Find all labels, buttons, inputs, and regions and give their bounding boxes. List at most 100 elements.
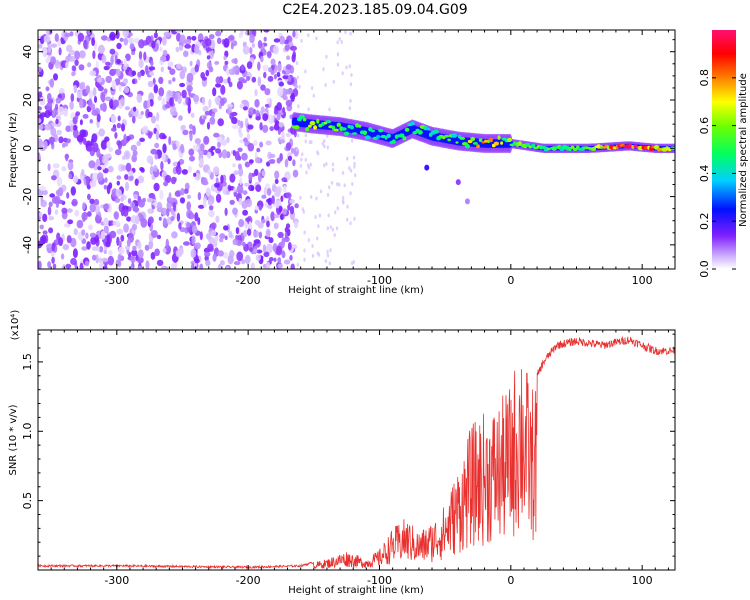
spectrogram-speck: [326, 226, 329, 231]
spectrogram-noise-cell: [197, 217, 201, 226]
spectrogram-noise-cell: [284, 158, 289, 168]
spectrogram-noise-cell: [263, 30, 270, 33]
spectrogram-noise-cell: [290, 45, 297, 51]
spectrogram-noise-cell: [85, 232, 89, 239]
spectrogram-noise-cell: [154, 142, 160, 149]
spectrogram-noise-cell: [89, 203, 96, 213]
spectrogram-noise-cell: [226, 136, 230, 144]
spectrogram-noise-cell: [291, 53, 296, 63]
colorbar-gradient: [712, 30, 736, 269]
spectrogram-ridge-core: [465, 143, 470, 149]
spectrogram-noise-cell: [205, 38, 212, 47]
y-tick-label: 1.5: [21, 353, 34, 371]
spectrogram-noise-cell: [287, 242, 292, 251]
spectrogram-noise-cell: [277, 231, 284, 239]
spectrogram-noise-cell: [138, 39, 145, 49]
spectrogram-speck: [343, 183, 346, 188]
spectrogram-speck: [352, 260, 355, 264]
spectrogram-frame: [37, 29, 676, 270]
colorbar-tick-label: 0.8: [698, 69, 711, 87]
spectrogram-speck: [331, 162, 335, 167]
spectrogram-ridge-core: [443, 134, 450, 138]
spectrogram-noise-cell: [69, 101, 74, 110]
spectrogram-noise-cell: [183, 188, 189, 194]
spectrogram-noise-cell: [279, 35, 285, 45]
spectrogram-noise-cell: [166, 208, 170, 217]
snr-x-axis-label: Height of straight line (km): [288, 585, 424, 596]
spectrogram-noise-cell: [89, 70, 97, 77]
spectrogram-noise-cell: [186, 72, 194, 83]
spectrogram-noise-cell: [270, 211, 275, 222]
spectrogram-noise-cell: [238, 132, 243, 138]
spectrogram-noise-cell: [58, 47, 62, 56]
spectrogram-noise-cell: [92, 142, 99, 153]
spectrogram-ridge-core: [493, 141, 499, 146]
spectrogram-noise-cell: [107, 255, 115, 266]
spectrogram-noise-cell: [141, 126, 148, 134]
spectrogram-x-axis-label: Height of straight line (km): [288, 285, 424, 296]
spectrogram-noise-cell: [149, 99, 154, 107]
spectrogram-noise-cell: [280, 213, 284, 221]
spectrogram-noise-cell: [255, 254, 261, 261]
spectrogram-noise-cell: [179, 197, 186, 204]
spectrogram-noise-cell: [103, 88, 108, 94]
spectrogram-noise-cell: [236, 80, 243, 90]
spectrogram-noise-cell: [103, 184, 108, 190]
spectrogram-y-axis-label: Frequency (Hz): [8, 112, 19, 188]
spectrogram-noise-cell: [58, 136, 64, 144]
spectrogram-noise-cell: [116, 42, 122, 50]
spectrogram-noise-cell: [67, 161, 74, 171]
spectrogram-noise-cell: [194, 212, 199, 222]
spectrogram-noise-cell: [180, 188, 185, 196]
snr-panel: -300 -200 -100 0 100 0.5 1.0 1.5 Height of str…: [8, 310, 676, 596]
spectrogram-noise-cell: [106, 234, 110, 244]
spectrogram-noise-cell: [284, 44, 290, 52]
spectrogram-ridge-core: [341, 127, 347, 131]
spectrogram-noise-cell: [241, 259, 246, 265]
spectrogram-noise-cell: [292, 159, 296, 167]
spectrogram-noise-cell: [170, 176, 177, 185]
spectrogram-noise-cell: [97, 44, 105, 54]
spectrogram-noise-cell: [202, 115, 207, 120]
spectrogram-noise-cell: [268, 159, 275, 164]
spectrogram-noise-cell: [38, 260, 42, 269]
spectrogram-noise-cell: [277, 257, 282, 264]
spectrogram-ridge-core: [294, 125, 300, 130]
spectrogram-noise-cell: [169, 68, 176, 75]
spectrogram-noise-cell: [101, 54, 107, 64]
spectrogram-speck: [299, 195, 302, 200]
spectrogram-noise-cell: [205, 232, 212, 240]
spectrogram-noise-cell: [156, 259, 164, 267]
spectrogram-noise-cell: [208, 98, 212, 109]
spectrogram-noise-cell: [211, 112, 215, 119]
spectrogram-noise-cell: [45, 57, 51, 64]
spectrogram-speck: [307, 238, 311, 243]
spectrogram-noise-cell: [184, 44, 192, 49]
spectrogram-noise-cell: [51, 256, 55, 264]
spectrogram-noise-cell: [181, 169, 188, 175]
spectrogram-noise-cell: [240, 30, 244, 36]
snr-y-multiplier: (x10⁴): [10, 310, 21, 341]
spectrogram-noise-cell: [287, 204, 291, 211]
y-tick-label: -20: [21, 188, 34, 206]
spectrogram-noise-cell: [56, 129, 62, 136]
spectrogram-noise-cell: [101, 154, 109, 164]
spectrogram-noise-cell: [160, 66, 164, 73]
spectrogram-noise-cell: [237, 147, 243, 153]
spectrogram-noise-cell: [115, 30, 120, 40]
spectrogram-speck: [326, 249, 329, 254]
spectrogram-noise-cell: [199, 263, 204, 269]
spectrogram-noise-cell: [99, 262, 105, 269]
spectrogram-noise-cell: [91, 133, 98, 143]
spectrogram-noise-cell: [215, 215, 220, 224]
spectrogram-noise-cell: [206, 121, 211, 130]
spectrogram-ridge-core: [336, 122, 341, 128]
spectrogram-noise-cell: [161, 170, 167, 177]
spectrogram-noise-cell: [66, 208, 73, 213]
spectrogram-noise-cell: [192, 144, 199, 151]
spectrogram-noise-cell: [39, 212, 43, 218]
spectrogram-noise-cell: [120, 234, 125, 242]
spectrogram-noise-cell: [116, 122, 122, 129]
spectrogram-noise-cell: [69, 31, 74, 37]
spectrogram-noise-cell: [231, 116, 237, 124]
